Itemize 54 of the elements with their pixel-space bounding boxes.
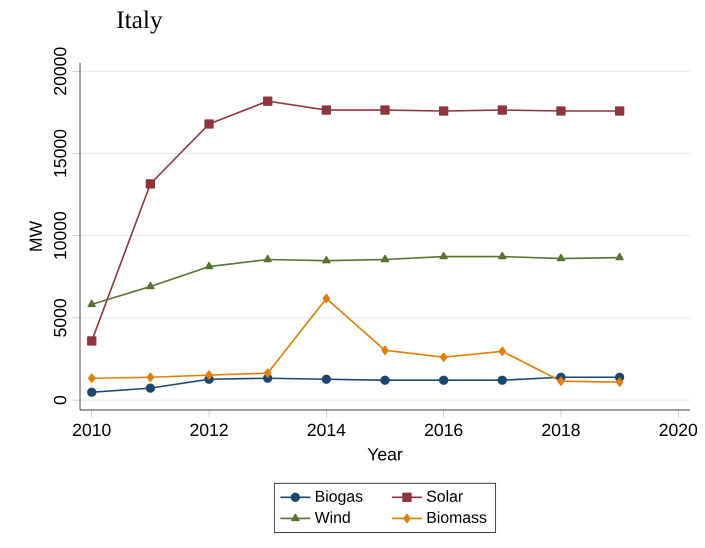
x-tick-label: 2010 bbox=[73, 424, 111, 436]
point bbox=[88, 300, 96, 308]
point bbox=[204, 119, 214, 129]
point bbox=[205, 370, 213, 380]
point bbox=[146, 383, 156, 393]
point bbox=[88, 374, 96, 383]
y-tick-label: 10000 bbox=[54, 212, 66, 259]
point bbox=[146, 282, 155, 290]
point bbox=[615, 252, 624, 260]
point bbox=[146, 179, 156, 189]
x-axis-title: Year bbox=[368, 448, 402, 460]
x-tick-label: 2016 bbox=[424, 424, 462, 436]
point bbox=[498, 346, 506, 356]
point bbox=[498, 252, 506, 260]
point bbox=[438, 106, 448, 116]
point bbox=[381, 346, 389, 355]
y-axis-title: MW bbox=[30, 220, 42, 251]
x-tick-label: 2018 bbox=[542, 424, 580, 436]
point bbox=[322, 374, 331, 384]
point bbox=[204, 262, 214, 270]
point bbox=[498, 105, 507, 115]
point bbox=[556, 254, 566, 262]
point bbox=[264, 368, 272, 378]
point bbox=[322, 294, 330, 304]
point bbox=[380, 254, 390, 262]
point bbox=[438, 376, 448, 385]
legend-label: Solar bbox=[426, 490, 463, 502]
point bbox=[498, 376, 507, 385]
point bbox=[440, 352, 448, 362]
x-tick-label: 2014 bbox=[308, 424, 346, 436]
point bbox=[440, 252, 448, 260]
point bbox=[322, 256, 330, 264]
point bbox=[264, 254, 272, 262]
y-tick-label: 15000 bbox=[54, 130, 66, 177]
legend-label: Wind bbox=[314, 511, 350, 523]
point bbox=[614, 106, 624, 116]
chart-title: Italy bbox=[117, 10, 162, 34]
point bbox=[87, 388, 96, 397]
y-tick-label: 0 bbox=[54, 396, 66, 404]
point bbox=[380, 105, 390, 115]
legend-label: Biomass bbox=[428, 511, 486, 523]
legend-label: Biogas bbox=[316, 490, 362, 505]
point bbox=[557, 376, 565, 386]
point bbox=[87, 336, 96, 346]
point bbox=[263, 96, 272, 106]
point bbox=[380, 376, 390, 385]
x-tick-label: 2012 bbox=[190, 424, 228, 436]
point bbox=[616, 378, 624, 387]
y-tick-label: 5000 bbox=[54, 299, 66, 337]
point bbox=[556, 106, 566, 116]
point bbox=[146, 372, 154, 382]
y-tick-label: 20000 bbox=[54, 47, 66, 95]
point bbox=[322, 105, 331, 115]
x-tick-label: 2020 bbox=[660, 424, 698, 436]
